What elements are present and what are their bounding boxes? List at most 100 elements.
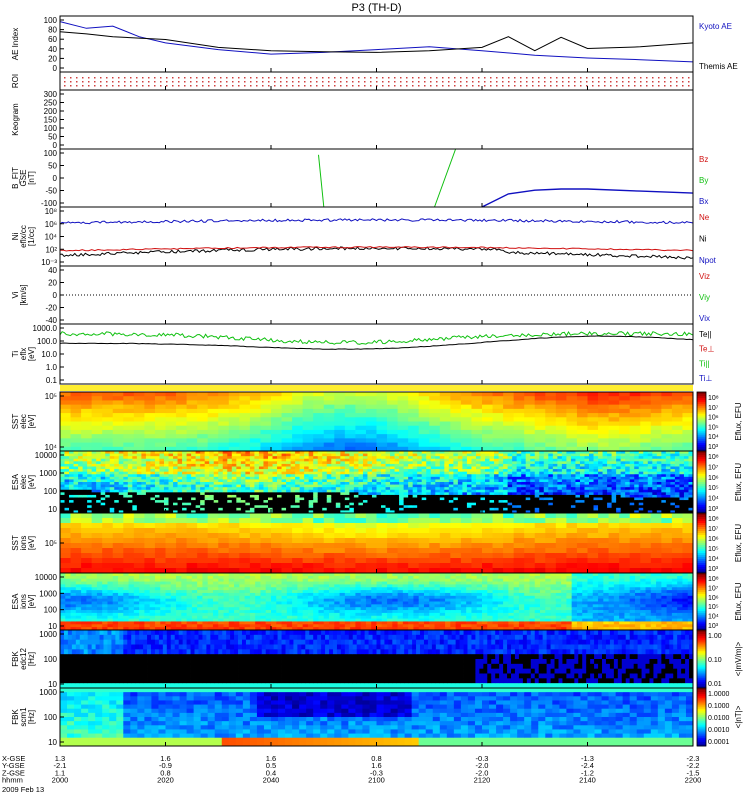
spectrogram-cell (218, 494, 224, 498)
spectrogram-cell (173, 466, 178, 470)
spectrogram-cell (598, 502, 603, 506)
spectrogram-cell (231, 469, 237, 473)
spectrogram-cell (507, 484, 513, 488)
spectrogram-cell (435, 482, 441, 485)
spectrogram-cell (302, 408, 314, 414)
spectrogram-cell (60, 558, 71, 564)
spectrogram-cell (102, 442, 114, 448)
spectrogram-cell (308, 487, 314, 491)
spectrogram-cell (471, 563, 483, 569)
spectrogram-cell (141, 500, 147, 504)
spectrogram-cell (335, 497, 341, 501)
spectrogram-cell (218, 538, 230, 544)
spectrogram-cell (154, 476, 160, 480)
spectrogram-cell (387, 558, 398, 564)
spectrogram-cell (123, 453, 129, 457)
spectrogram-cell (575, 469, 581, 473)
spectrogram-cell (584, 489, 590, 493)
spectrogram-cell (679, 466, 685, 470)
spectrogram-cell (353, 471, 359, 475)
spectrogram-cell (665, 497, 671, 501)
spectrogram-cell (362, 500, 368, 504)
spectrogram-cell (222, 487, 228, 491)
spectrogram-cell (450, 446, 462, 452)
spectrogram-cell (671, 392, 683, 397)
spectrogram-cell (450, 558, 462, 564)
spectrogram-cell (492, 425, 504, 431)
spectrogram-cell (376, 421, 388, 427)
spectrogram-cell (619, 425, 631, 431)
spectrogram-cell (629, 528, 641, 534)
spectrogram-cell (200, 471, 206, 475)
spectrogram-cell (96, 479, 102, 483)
spectrogram-cell (123, 434, 135, 439)
spectrogram-cell (656, 451, 662, 454)
spectrogram-cell (534, 489, 540, 493)
spectrogram-cell (340, 487, 346, 491)
spectrogram-cell (408, 429, 420, 435)
spectrogram-cell (228, 400, 240, 406)
spectrogram-cell (507, 458, 513, 462)
spectrogram-cell (195, 487, 201, 491)
spectrogram-cell (634, 453, 640, 457)
spectrogram-cell (457, 494, 463, 498)
spectrogram-cell (534, 404, 546, 410)
spectrogram-cell (602, 451, 608, 454)
spectrogram-cell (136, 479, 142, 483)
spectrogram-cell (545, 425, 557, 431)
spectrogram-cell (397, 528, 409, 534)
spectrogram-cell (191, 502, 197, 506)
spectrogram-cell (313, 461, 319, 465)
spectrogram-cell (661, 451, 667, 454)
spectrogram-cell (302, 533, 314, 539)
spectrogram-cell (607, 461, 613, 465)
spectrogram-cell (475, 489, 481, 493)
spectrogram-cell (344, 404, 356, 410)
spectrogram-cell (355, 396, 367, 401)
spectrogram-cell (611, 463, 617, 467)
spectrogram-cell (163, 487, 169, 491)
spectrogram-cell (492, 543, 504, 549)
spectrogram-cell (634, 487, 640, 491)
spectrogram-cell (475, 471, 481, 475)
spectrogram-cell (123, 528, 135, 534)
spectrogram-cell (209, 456, 215, 460)
spectrogram-cell (503, 543, 515, 549)
spectrogram-cell (661, 538, 673, 544)
spectrogram-cell (683, 500, 689, 504)
spectrogram-cell (91, 513, 103, 519)
spectrogram-cell (507, 502, 513, 506)
spectrogram-cell (462, 469, 468, 473)
spectrogram-cell (418, 421, 430, 427)
spectrogram-cell (127, 456, 133, 460)
spectrogram-cell (417, 474, 423, 478)
spectrogram-cell (371, 492, 377, 496)
spectrogram-cell (186, 400, 198, 406)
spectrogram-cell (267, 456, 273, 460)
spectrogram-cell (204, 458, 210, 462)
spectrogram-cell (371, 505, 377, 509)
spectrogram-cell (344, 548, 356, 554)
spectrogram-cell (358, 502, 364, 506)
spectrogram-cell (482, 442, 493, 448)
spectrogram-cell (589, 492, 594, 496)
spectrogram-cell (376, 469, 382, 473)
spectrogram-cell (611, 453, 617, 457)
spectrogram-cell (367, 466, 373, 470)
spectrogram-cell (421, 502, 427, 506)
spectrogram-cell (534, 558, 546, 564)
spectrogram-cell (335, 466, 341, 470)
spectrogram-cell (620, 451, 626, 454)
spectrogram-cell (448, 492, 454, 496)
spectrogram-cell (408, 451, 414, 454)
spectrogram-cell (249, 489, 255, 493)
spectrogram-cell (69, 479, 74, 483)
spectrogram-cell (634, 489, 640, 493)
spectrogram-cell (640, 543, 652, 549)
spectrogram-cell (65, 590, 71, 594)
spectrogram-cell (397, 446, 409, 452)
spectrogram-cell (60, 492, 65, 496)
spectrogram-cell (543, 494, 549, 498)
spectrogram-cell (286, 507, 291, 511)
spectrogram-cell (376, 434, 388, 439)
